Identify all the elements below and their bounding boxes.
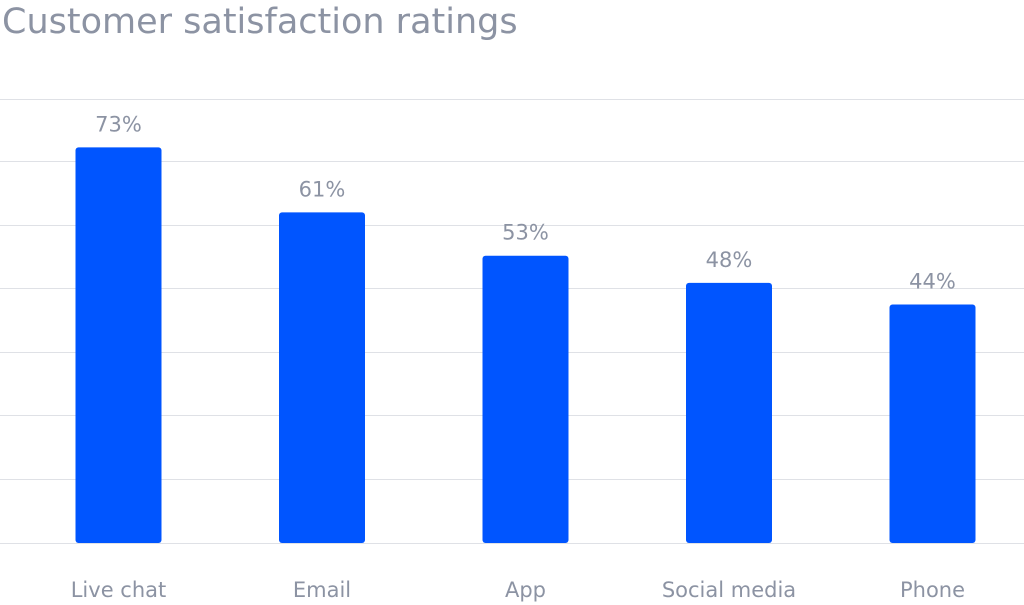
x-tick-label: Live chat — [71, 578, 167, 602]
x-tick-label: App — [505, 578, 546, 602]
bar — [686, 282, 772, 543]
bar — [482, 255, 569, 544]
bar-value-label: 48% — [706, 248, 753, 272]
x-tick-label: Email — [293, 578, 351, 602]
data-labels: 73% 61% 53% 48% 44% — [95, 112, 956, 293]
x-tick-label: Phone — [900, 578, 965, 602]
bar-value-label: 73% — [95, 112, 142, 136]
bar-value-label: 61% — [299, 177, 346, 201]
bar-value-label: 53% — [502, 221, 549, 245]
bar — [889, 304, 976, 543]
bar-value-label: 44% — [909, 270, 956, 294]
chart-title: Customer satisfaction ratings — [2, 2, 518, 42]
bar — [75, 147, 162, 543]
bar — [279, 212, 365, 543]
x-tick-label: Social media — [662, 578, 796, 602]
x-axis-tick-labels: Live chat Email App Social media Phone — [71, 578, 965, 602]
bars — [75, 147, 976, 544]
